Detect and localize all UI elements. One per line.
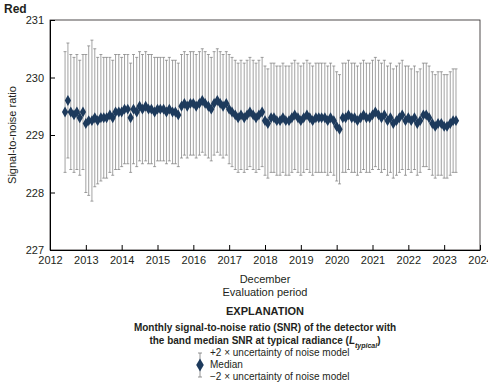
x-tick: 2022 <box>397 245 421 266</box>
median-marker <box>65 95 71 106</box>
chart-title: Red <box>4 2 27 16</box>
x-axis-line <box>51 250 481 251</box>
x-tick-mark <box>408 245 409 250</box>
legend-entry: −2 × uncertainty of noise model <box>210 371 350 382</box>
legend-glyph <box>196 353 204 377</box>
plot-frame <box>50 20 480 250</box>
x-tick: 2017 <box>217 245 241 266</box>
y-tick-label: 228 <box>26 187 44 199</box>
x-tick: 2019 <box>289 245 313 266</box>
x-tick-mark <box>86 245 87 250</box>
median-marker <box>259 107 265 118</box>
median-marker <box>80 107 86 118</box>
explanation-text-part: ) <box>377 335 380 346</box>
x-tick: 2018 <box>253 245 277 266</box>
y-tick: 227 <box>26 244 55 256</box>
x-tick: 2014 <box>110 245 134 266</box>
chart: 2012201320142015201620172018201920202021… <box>0 0 488 390</box>
y-axis-title: Signal-to-noise ratio <box>6 86 18 184</box>
x-tick-mark <box>301 245 302 250</box>
y-tick-mark <box>50 78 55 79</box>
x-axis-title: Evaluation period <box>222 286 307 298</box>
x-tick-label: 2023 <box>432 254 456 266</box>
y-axis: 227 228 229 230 231 <box>26 14 55 256</box>
y-tick-label: 231 <box>26 14 44 26</box>
x-tick-mark <box>480 245 481 250</box>
x-tick-label: 2021 <box>361 254 385 266</box>
y-tick: 229 <box>26 129 55 141</box>
x-tick-label: 2024 <box>468 254 488 266</box>
x-tick-label: 2022 <box>397 254 421 266</box>
x-tick-mark <box>265 245 266 250</box>
x-tick-mark <box>229 245 230 250</box>
x-tick-label: 2019 <box>289 254 313 266</box>
x-tick-label: 2017 <box>217 254 241 266</box>
y-tick: 228 <box>26 187 55 199</box>
x-tick: 2023 <box>432 245 456 266</box>
x-tick: 2015 <box>146 245 170 266</box>
x-tick-label: 2020 <box>325 254 349 266</box>
y-tick-label: 230 <box>26 72 44 84</box>
explanation-heading: EXPLANATION <box>226 305 304 317</box>
x-tick-label: 2018 <box>253 254 277 266</box>
y-tick: 230 <box>26 72 55 84</box>
x-tick: 2024 <box>468 245 488 266</box>
x-tick-mark <box>122 245 123 250</box>
y-tick-label: 229 <box>26 129 44 141</box>
x-tick: 2016 <box>182 245 206 266</box>
x-tick-mark <box>193 245 194 250</box>
median-marker <box>62 107 68 118</box>
y-tick: 231 <box>26 14 55 26</box>
x-tick-mark <box>158 245 159 250</box>
y-tick-mark <box>50 135 55 136</box>
x-tick-label: 2015 <box>146 254 170 266</box>
y-tick-label: 227 <box>26 244 44 256</box>
median-marker <box>336 124 342 135</box>
x-tick: 2013 <box>74 245 98 266</box>
y-tick-mark <box>50 193 55 194</box>
legend-entry: +2 × uncertainty of noise model <box>210 347 350 358</box>
x-tick-mark <box>444 245 445 250</box>
y-tick-mark <box>50 20 55 21</box>
explanation-text: Monthly signal-to-noise ratio (SNR) of t… <box>134 322 396 333</box>
median-marker <box>453 115 459 126</box>
x-tick-label: 2013 <box>74 254 98 266</box>
x-tick: 2021 <box>361 245 385 266</box>
median-marker <box>125 104 131 115</box>
median-marker <box>175 109 181 120</box>
x-tick: 2020 <box>325 245 349 266</box>
x-tick-mark <box>373 245 374 250</box>
plot-area <box>62 40 459 201</box>
x-tick-label: 2014 <box>110 254 134 266</box>
y-tick-mark <box>50 250 55 251</box>
median-marker <box>127 112 133 123</box>
x-tick-mark <box>337 245 338 250</box>
explanation-subscript: typical <box>355 342 378 350</box>
explanation-text-part: the band median SNR at typical radiance … <box>149 335 349 346</box>
x-tick-note: December <box>240 273 291 285</box>
x-tick-label: 2016 <box>182 254 206 266</box>
legend-entry: Median <box>210 359 243 370</box>
x-axis: 2012201320142015201620172018201920202021… <box>38 245 488 266</box>
